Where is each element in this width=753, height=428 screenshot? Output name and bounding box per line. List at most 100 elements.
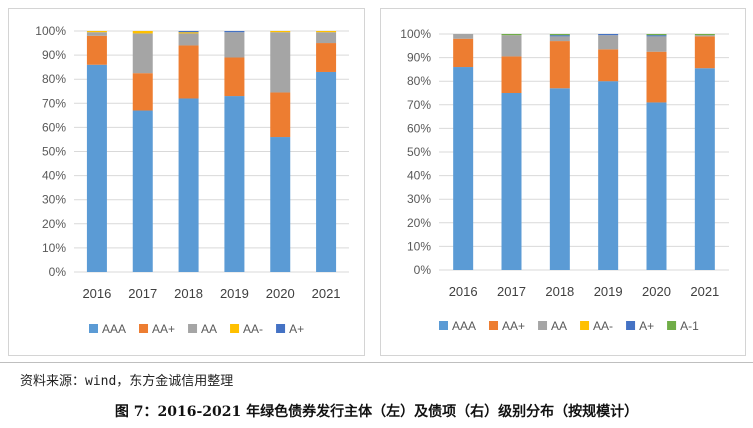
- y-tick-label: 90%: [407, 51, 431, 65]
- bar-segment-aa: [270, 32, 291, 93]
- bar-segment-aa: [501, 35, 522, 57]
- source-note: 资料来源：wind，东方金诚信用整理: [20, 374, 234, 389]
- bar-segment-aaa: [646, 102, 667, 270]
- y-tick-label: 50%: [42, 145, 66, 159]
- bar-segment-aa+: [316, 43, 337, 72]
- x-tick-label: 2019: [220, 286, 249, 301]
- bar-segment-aa: [598, 35, 619, 50]
- bar-segment-aa: [646, 36, 667, 52]
- bar-segment-aa: [316, 32, 337, 44]
- x-tick-label: 2020: [642, 284, 671, 299]
- bar-segment-aaa: [549, 88, 570, 270]
- x-tick-label: 2018: [174, 286, 203, 301]
- legend-label: AA: [201, 322, 217, 336]
- y-tick-label: 40%: [42, 169, 66, 183]
- y-tick-label: 60%: [42, 120, 66, 134]
- bar-segment-aa+: [86, 35, 107, 65]
- y-tick-label: 80%: [407, 74, 431, 88]
- legend-label: AAA: [452, 319, 476, 333]
- x-tick-label: 2020: [266, 286, 295, 301]
- figure-caption: 图 7：2016-2021 年绿色债券发行主体（左）及债项（右）级别分布（按规模…: [114, 404, 639, 420]
- bar-segment-aaa: [694, 68, 715, 270]
- legend-swatch: [89, 324, 98, 333]
- bar-segment-aaa: [132, 110, 153, 272]
- divider-line: [0, 362, 753, 363]
- bar-segment-aa: [132, 33, 153, 74]
- bond-rating-chart-panel: 0% 10% 20% 30% 40% 50% 60% 70% 80% 90% 100% 2016 201…: [380, 8, 746, 356]
- bar-segment-aa-: [270, 31, 291, 33]
- y-tick-label: 60%: [407, 121, 431, 135]
- legend-label: AAA: [102, 322, 126, 336]
- legend-label: A+: [639, 319, 654, 333]
- bar-segment-a+: [549, 35, 570, 37]
- y-tick-label: 0%: [49, 265, 67, 279]
- bar-segment-aa-: [132, 31, 153, 34]
- bar-segment-aa: [549, 36, 570, 42]
- y-tick-label: 100%: [35, 24, 66, 38]
- bar-segment-aa-: [316, 31, 337, 33]
- bar-segment-aa: [453, 34, 474, 39]
- bar-segment-aa+: [694, 36, 715, 69]
- bar-segment-aa: [178, 33, 199, 46]
- bar-segment-aa+: [646, 51, 667, 103]
- y-tick-label: 50%: [407, 145, 431, 159]
- y-tick-label: 70%: [407, 98, 431, 112]
- bar-segment-aa+: [598, 49, 619, 82]
- legend-swatch: [139, 324, 149, 333]
- y-tick-label: 0%: [414, 263, 432, 277]
- bar-segment-a+: [598, 34, 619, 36]
- x-tick-label: 2019: [594, 284, 623, 299]
- y-tick-label: 10%: [407, 239, 431, 253]
- legend-swatch: [626, 321, 636, 330]
- legend-swatch: [580, 321, 590, 330]
- y-tick-label: 20%: [42, 217, 66, 231]
- legend-label: AA-: [593, 319, 613, 333]
- bar-segment-aa+: [270, 92, 291, 138]
- bar-segment-aaa: [598, 81, 619, 270]
- legend-swatch: [538, 321, 548, 330]
- legend-swatch: [188, 324, 198, 333]
- legend-swatch: [230, 324, 240, 333]
- bar-segment-a-1: [646, 34, 667, 36]
- bar-segment-a+: [224, 31, 245, 33]
- bar-segment-aa: [86, 32, 107, 36]
- bar-segment-aaa: [316, 71, 337, 272]
- x-tick-label: 2021: [690, 284, 719, 299]
- y-tick-label: 90%: [42, 48, 66, 62]
- x-tick-label: 2018: [545, 284, 574, 299]
- y-tick-label: 30%: [42, 193, 66, 207]
- y-tick-label: 40%: [407, 169, 431, 183]
- bar-segment-aa: [694, 35, 715, 37]
- issuer-rating-chart-panel: 0% 10% 20% 30% 40% 50% 60% 70% 80% 90% 100% 2016 201…: [8, 8, 365, 356]
- bar-segment-a-1: [549, 34, 570, 36]
- legend-label: AA: [551, 319, 567, 333]
- bar-segment-a-1: [501, 34, 522, 36]
- legend-label: AA+: [502, 319, 525, 333]
- bar-segment-aa+: [178, 45, 199, 99]
- legend-swatch: [439, 321, 448, 330]
- bar-segment-a-1: [694, 34, 715, 36]
- bar-segment-aaa: [501, 93, 522, 270]
- x-tick-label: 2017: [497, 284, 526, 299]
- bar-segment-aa-: [86, 31, 107, 33]
- y-tick-label: 20%: [407, 216, 431, 230]
- bar-segment-aa+: [132, 73, 153, 111]
- y-tick-label: 70%: [42, 96, 66, 110]
- bar-segment-aaa: [453, 67, 474, 270]
- bar-segment-aa-: [178, 32, 199, 34]
- bar-segment-aa+: [501, 56, 522, 93]
- bar-segment-aaa: [178, 98, 199, 272]
- bond-rating-stacked-bar-chart: 0% 10% 20% 30% 40% 50% 60% 70% 80% 90% 100% 2016 201…: [400, 27, 729, 333]
- bar-segment-aaa: [86, 64, 107, 272]
- bar-segment-a+: [178, 31, 199, 33]
- bar-segment-aa+: [453, 38, 474, 68]
- legend-swatch: [667, 321, 677, 330]
- x-tick-label: 2021: [312, 286, 341, 301]
- y-tick-label: 30%: [407, 192, 431, 206]
- y-tick-label: 80%: [42, 72, 66, 86]
- x-tick-label: 2017: [128, 286, 157, 301]
- legend-label: AA+: [152, 322, 175, 336]
- y-tick-label: 10%: [42, 241, 66, 255]
- bar-segment-aaa: [270, 137, 291, 272]
- x-tick-label: 2016: [449, 284, 478, 299]
